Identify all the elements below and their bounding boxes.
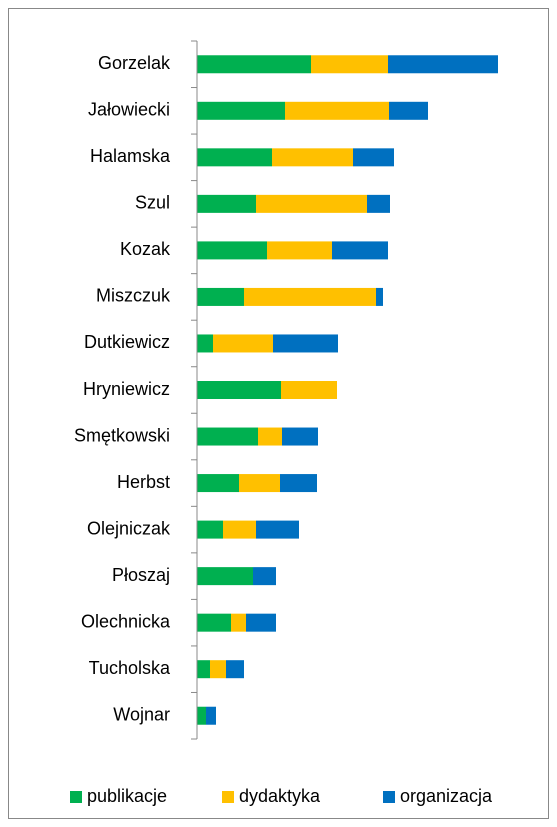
y-tick-label: Dutkiewicz bbox=[84, 332, 170, 352]
y-tick-label: Miszczuk bbox=[96, 286, 171, 306]
bar-segment bbox=[388, 55, 498, 74]
y-tick-label: Szul bbox=[135, 193, 170, 213]
bar-segment bbox=[273, 334, 338, 353]
y-tick-label: Tucholska bbox=[89, 658, 171, 678]
legend-label: organizacja bbox=[400, 786, 493, 806]
bar-segment bbox=[197, 613, 231, 632]
bar-segment bbox=[353, 148, 394, 167]
bar-segment bbox=[231, 613, 246, 632]
bar-segment bbox=[197, 660, 210, 679]
bar-segment bbox=[197, 287, 244, 306]
bar-segment bbox=[256, 194, 367, 213]
bar-segment bbox=[367, 194, 390, 213]
bar-segment bbox=[197, 706, 206, 725]
bar-segment bbox=[197, 148, 272, 167]
bar-segment bbox=[281, 381, 337, 399]
bar-segment bbox=[272, 148, 353, 167]
legend-label: dydaktyka bbox=[239, 786, 321, 806]
bar-segment bbox=[246, 613, 276, 632]
y-tick-label: Wojnar bbox=[113, 704, 170, 724]
bar-segment bbox=[197, 55, 311, 74]
bar-segment bbox=[244, 287, 376, 306]
bar-segment bbox=[213, 334, 273, 353]
y-tick-label: Herbst bbox=[117, 472, 170, 492]
bar-segment bbox=[197, 427, 258, 446]
y-tick-label: Gorzelak bbox=[98, 53, 171, 73]
y-tick-label: Jałowiecki bbox=[88, 100, 170, 120]
bar-segment bbox=[197, 520, 223, 539]
y-tick-label: Halamska bbox=[90, 146, 171, 166]
legend-swatch bbox=[70, 791, 82, 803]
bar-segment bbox=[256, 520, 299, 539]
y-tick-label: Smętkowski bbox=[74, 425, 170, 445]
legend-swatch bbox=[222, 791, 234, 803]
bar-segment bbox=[253, 567, 276, 586]
bar-segment bbox=[389, 101, 428, 120]
bar-segment bbox=[223, 520, 256, 539]
bar-segment bbox=[280, 474, 317, 493]
legend-label: publikacje bbox=[87, 786, 167, 806]
bar-segment bbox=[206, 706, 216, 725]
bar-segment bbox=[226, 660, 244, 679]
y-tick-label: Olejniczak bbox=[87, 518, 171, 538]
y-tick-label: Kozak bbox=[120, 239, 171, 259]
bar-segment bbox=[197, 194, 256, 213]
legend-swatch bbox=[383, 791, 395, 803]
bar-segment bbox=[197, 101, 285, 120]
y-tick-label: Hryniewicz bbox=[83, 379, 170, 399]
bar-segment bbox=[282, 427, 318, 446]
chart-frame bbox=[8, 8, 549, 819]
y-tick-label: Olechnicka bbox=[81, 611, 171, 631]
bar-segment bbox=[376, 287, 383, 306]
bar-segment bbox=[285, 101, 389, 120]
y-tick-label: Płoszaj bbox=[112, 565, 170, 585]
bar-segment bbox=[197, 334, 213, 353]
bar-segment bbox=[332, 241, 388, 260]
bar-segment bbox=[258, 427, 282, 446]
bar-segment bbox=[210, 660, 226, 679]
bar-segment bbox=[239, 474, 280, 493]
bar-segment bbox=[311, 55, 388, 74]
bar-segment bbox=[197, 474, 239, 493]
bar-segment bbox=[267, 241, 332, 260]
bar-segment bbox=[197, 381, 281, 399]
bar-segment bbox=[197, 567, 253, 586]
bar-segment bbox=[197, 241, 267, 260]
